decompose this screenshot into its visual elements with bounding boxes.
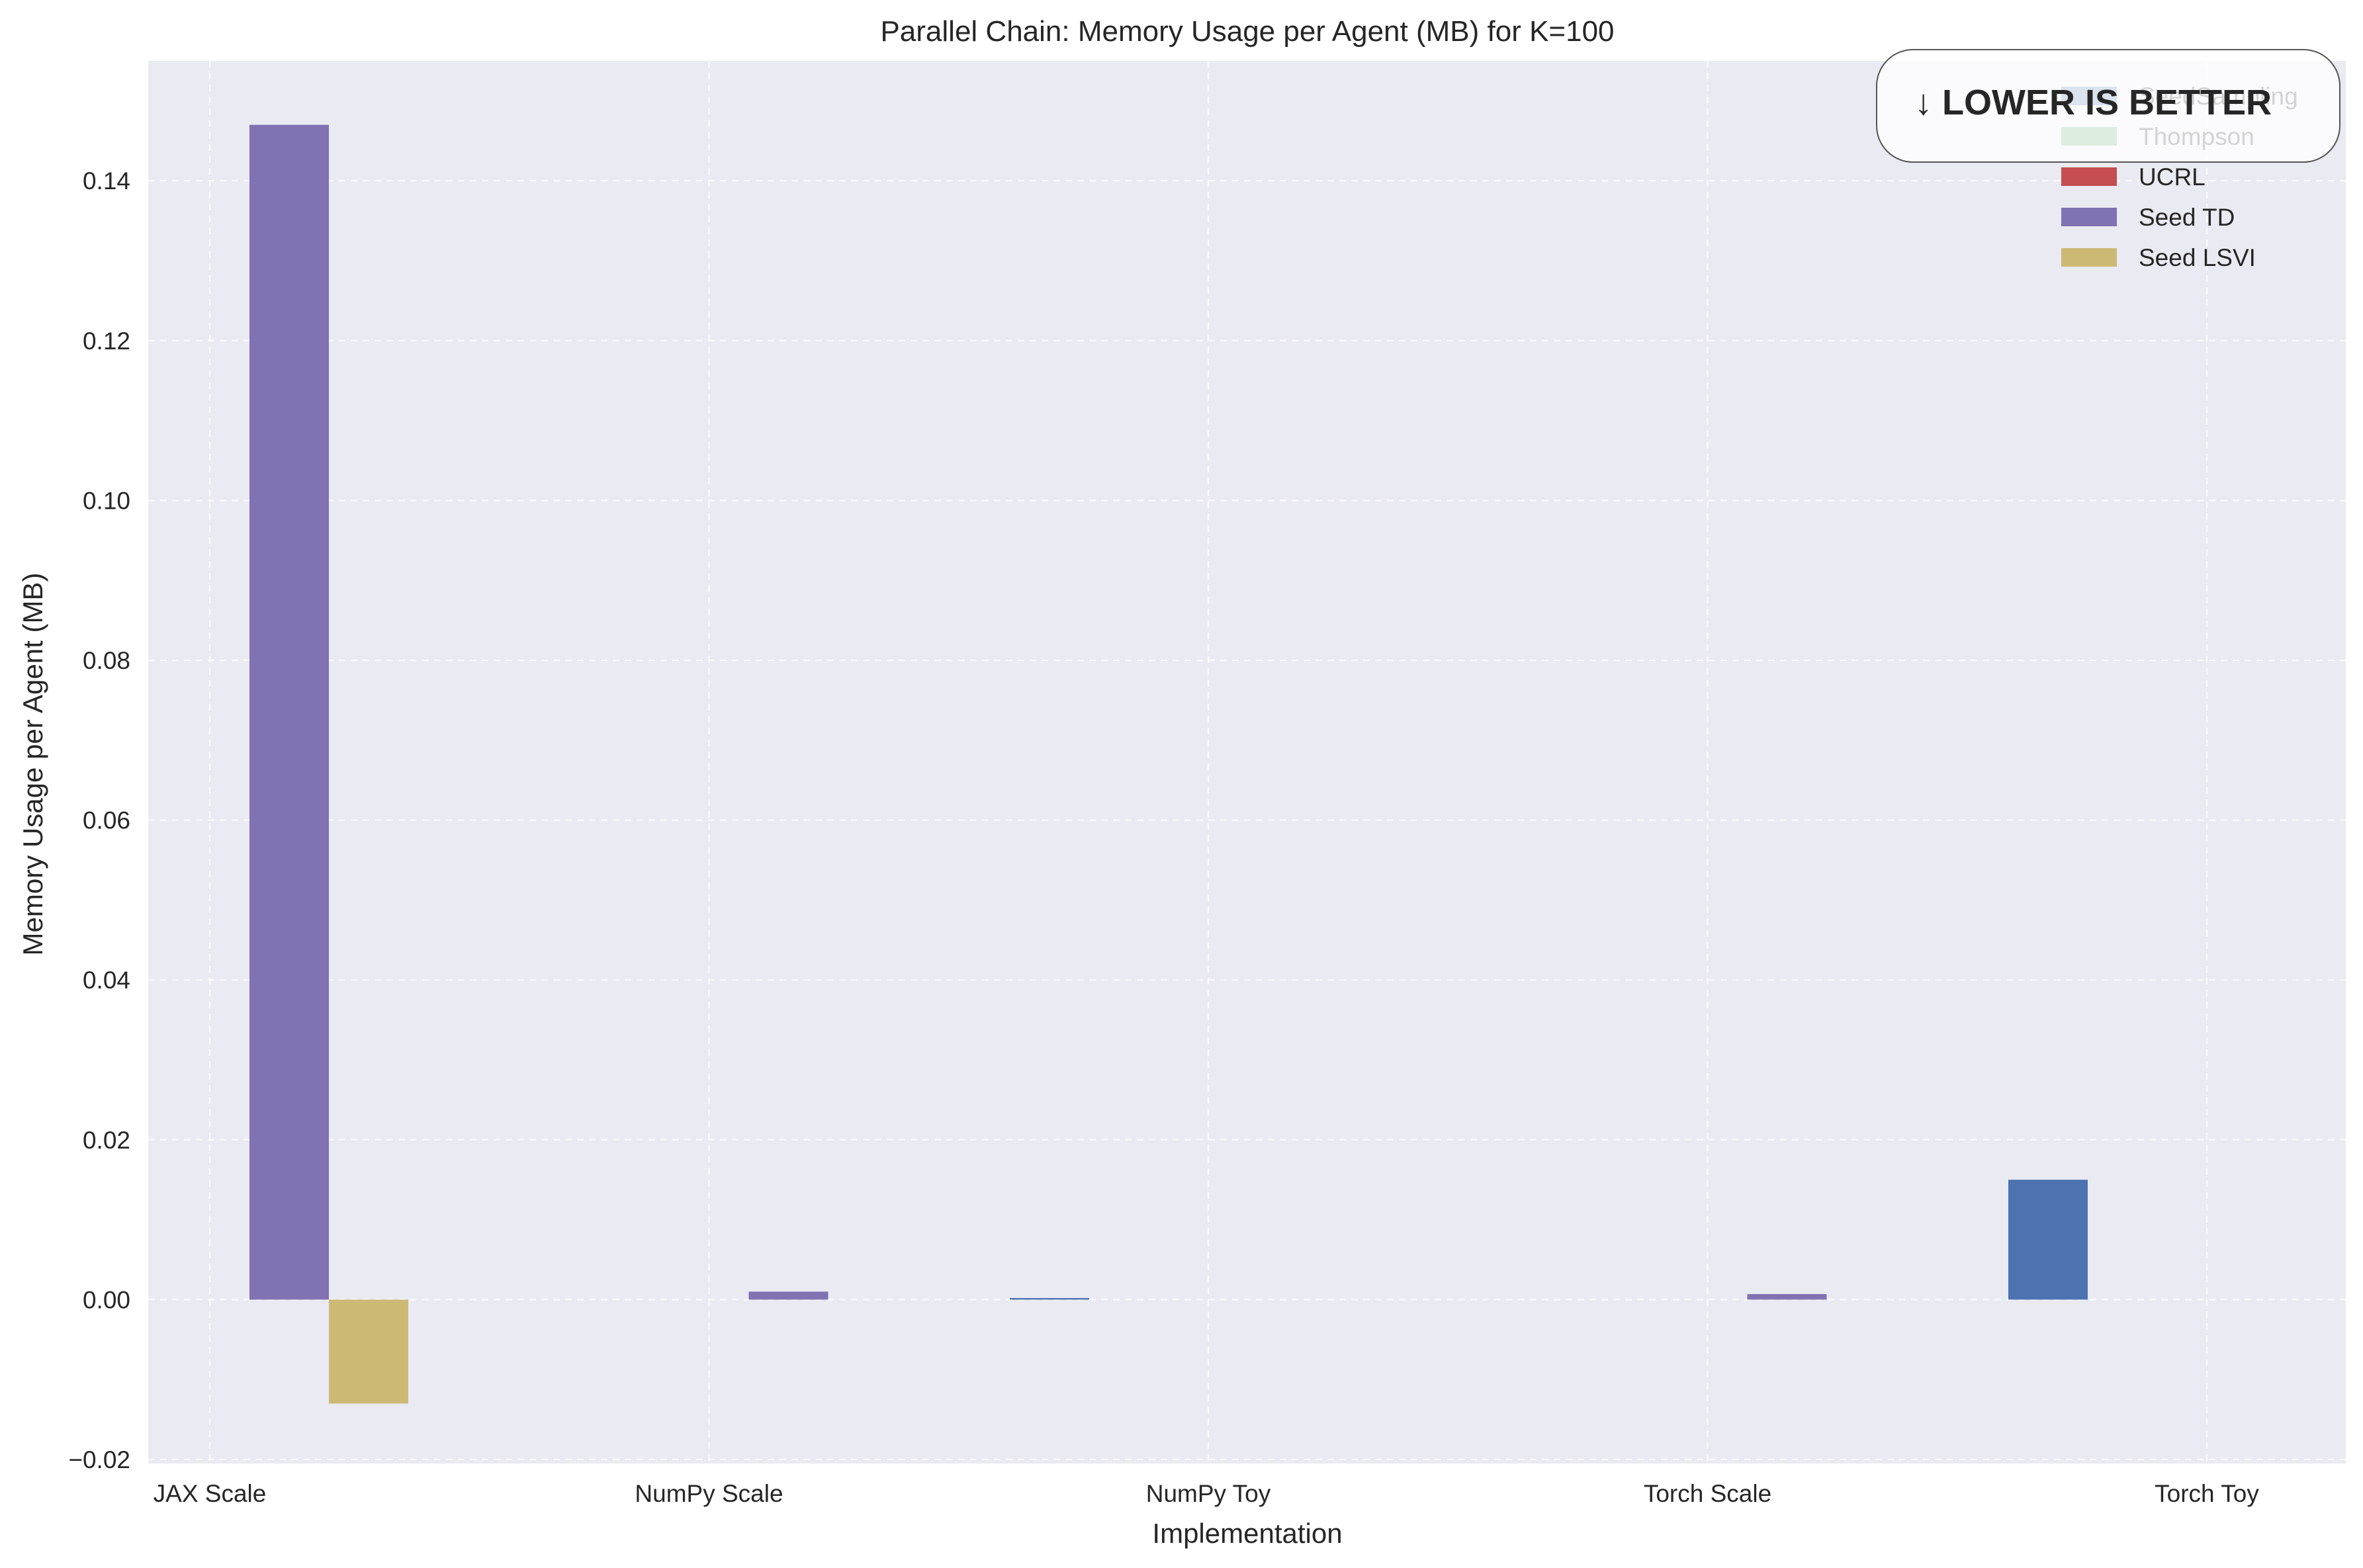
legend-entry: Seed LSVI [2139,244,2256,271]
x-tick-label: Torch Scale [1644,1480,1771,1507]
y-tick-label: 0.10 [83,487,130,514]
lower-is-better-note: ↓ LOWER IS BETTER [1914,83,2272,122]
bar [249,124,329,1300]
x-tick-label: NumPy Scale [635,1480,783,1507]
legend-swatch [2061,208,2117,226]
legend-swatch [2061,167,2117,186]
x-tick-label: NumPy Toy [1146,1480,1271,1507]
y-axis-label: Memory Usage per Agent (MB) [17,573,48,956]
bar [748,1291,828,1300]
bars [249,124,2088,1404]
plot-area [148,61,2346,1463]
y-tick-label: 0.04 [83,967,130,994]
y-tick-label: 0.06 [83,807,130,834]
y-tick-label: 0.00 [83,1286,130,1313]
bar [2008,1180,2088,1300]
x-tick-label: JAX Scale [154,1480,267,1507]
y-tick-label: 0.02 [83,1127,130,1154]
bar [1010,1297,1089,1300]
y-tick-label: 0.08 [83,647,130,674]
legend-entry: UCRL [2139,163,2206,191]
y-axis-ticks: −0.02 0.00 0.02 0.04 0.06 0.08 0.10 0.12 0.14 [68,167,130,1473]
x-tick-label: Torch Toy [2155,1480,2259,1507]
y-tick-label: 0.14 [83,167,130,195]
bar [1747,1293,1827,1300]
y-tick-label: 0.12 [83,327,130,355]
annotation-box: ↓ LOWER IS BETTER [1876,49,2341,163]
grid [148,61,2346,1463]
bar [329,1299,408,1404]
chart-title: Parallel Chain: Memory Usage per Agent (… [880,15,1614,48]
x-axis-label: Implementation [1152,1518,1342,1549]
x-axis-ticks: JAX Scale NumPy Scale NumPy Toy Torch Scale… [154,1480,2260,1507]
legend-swatch [2061,248,2117,267]
y-tick-label: −0.02 [68,1446,130,1473]
legend-entry: Seed TD [2139,204,2235,231]
